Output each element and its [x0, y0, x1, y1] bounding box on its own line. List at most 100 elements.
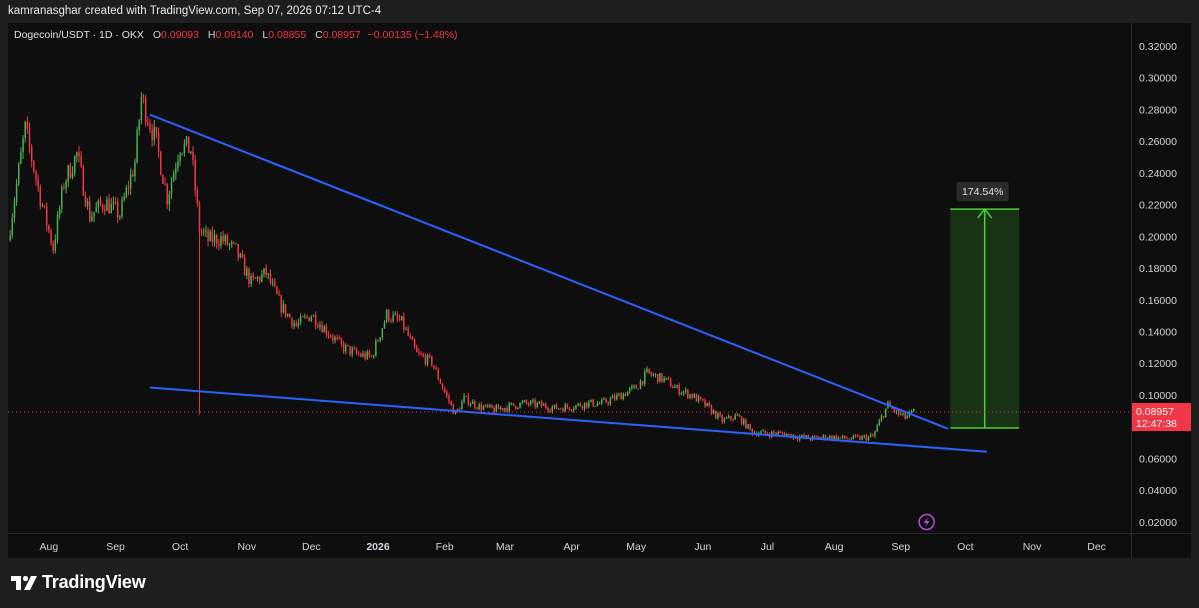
price-chart[interactable]: 0.020000.040000.060000.080000.100000.120… [8, 23, 1191, 558]
candle-body [803, 434, 805, 438]
candle-body [495, 405, 498, 413]
candle-body [441, 384, 444, 389]
candle-body [631, 386, 633, 389]
candle-body [159, 151, 162, 175]
low-value: 0.08855 [268, 29, 307, 41]
candle-body [691, 394, 693, 398]
candle-body [859, 436, 861, 440]
price-tick-label: 0.22000 [1139, 200, 1177, 212]
candle-body [357, 353, 360, 355]
candle-body [93, 212, 95, 217]
candle-body [52, 243, 54, 251]
candle-body [33, 161, 35, 172]
candle-body [175, 168, 177, 174]
candle-body [484, 404, 487, 407]
candle-body [525, 400, 528, 404]
candle-body [342, 343, 345, 352]
candle-body [177, 161, 179, 169]
candle-body [379, 337, 381, 341]
candle-body [893, 408, 896, 412]
candle-body [157, 132, 160, 152]
candle-body [209, 231, 211, 242]
candle-body [110, 203, 113, 214]
candle-body [659, 373, 661, 383]
candle-body [876, 425, 878, 432]
candle-body [818, 436, 820, 439]
candle-body [454, 411, 457, 414]
candle-body [112, 201, 115, 204]
candle-body [592, 399, 594, 407]
candle-body [392, 314, 394, 321]
candle-body [796, 438, 799, 440]
candle-body [136, 130, 138, 163]
price-tick-label: 0.06000 [1139, 453, 1177, 465]
candle-body [61, 187, 63, 209]
chart-panel[interactable]: 0.020000.040000.060000.080000.100000.120… [8, 23, 1191, 558]
candle-body [114, 201, 117, 203]
candle-body [577, 403, 579, 406]
candle-body [861, 436, 863, 440]
candle-body [409, 335, 412, 337]
candle-body [63, 187, 65, 189]
candle-body [672, 387, 674, 389]
candle-body [704, 400, 706, 407]
candle-body [508, 403, 511, 411]
candle-body [895, 410, 898, 412]
candle-body [211, 231, 214, 243]
candle-body [20, 152, 22, 164]
symbol-title[interactable]: Dogecoin/USDT · 1D · OKX [14, 29, 144, 41]
candle-body [183, 143, 186, 154]
close-label: C [315, 29, 323, 41]
candle-body [635, 385, 637, 389]
candle-body [347, 344, 349, 346]
candle-body [69, 165, 72, 178]
candle-body [28, 128, 31, 147]
candle-body [788, 433, 790, 435]
projection-label-bg [956, 182, 1009, 202]
candle-body [314, 314, 317, 326]
candle-body [213, 235, 216, 243]
candle-body [641, 381, 644, 384]
candle-body [413, 339, 416, 348]
candle-body [740, 416, 743, 425]
candle-body [583, 402, 586, 409]
price-tick-label: 0.14000 [1139, 327, 1177, 339]
candle-body [252, 275, 255, 278]
tradingview-logo[interactable]: TradingView [10, 572, 146, 593]
candle-body [609, 398, 612, 404]
candle-body [437, 369, 440, 380]
candle-body [278, 293, 280, 296]
candle-body [248, 268, 250, 285]
candle-body [620, 393, 622, 400]
candle-body [239, 253, 242, 258]
candle-body [478, 404, 480, 409]
candle-body [682, 391, 685, 394]
candle-body [26, 121, 29, 129]
candle-body [770, 431, 773, 437]
candle-body [372, 355, 375, 357]
candle-body [530, 401, 532, 405]
time-tick-label: Nov [1023, 541, 1042, 553]
candle-body [837, 437, 840, 440]
price-tick-label: 0.18000 [1139, 263, 1177, 275]
candle-body [9, 235, 11, 241]
candle-body [452, 404, 455, 414]
candle-body [674, 386, 676, 388]
candle-body [650, 372, 653, 376]
candle-body [575, 405, 577, 409]
candle-body [235, 242, 237, 244]
candle-body [712, 410, 715, 414]
candle-body [293, 323, 295, 327]
candle-body [897, 410, 900, 415]
candle-body [86, 201, 89, 206]
candle-body [385, 310, 388, 322]
candle-body [286, 313, 289, 317]
candle-body [697, 396, 700, 402]
candle-body [846, 438, 848, 440]
candle-body [291, 317, 293, 327]
candle-body [428, 354, 431, 357]
candle-body [689, 394, 691, 398]
candle-body [22, 138, 24, 153]
candle-body [243, 257, 246, 276]
candle-body [831, 435, 833, 440]
